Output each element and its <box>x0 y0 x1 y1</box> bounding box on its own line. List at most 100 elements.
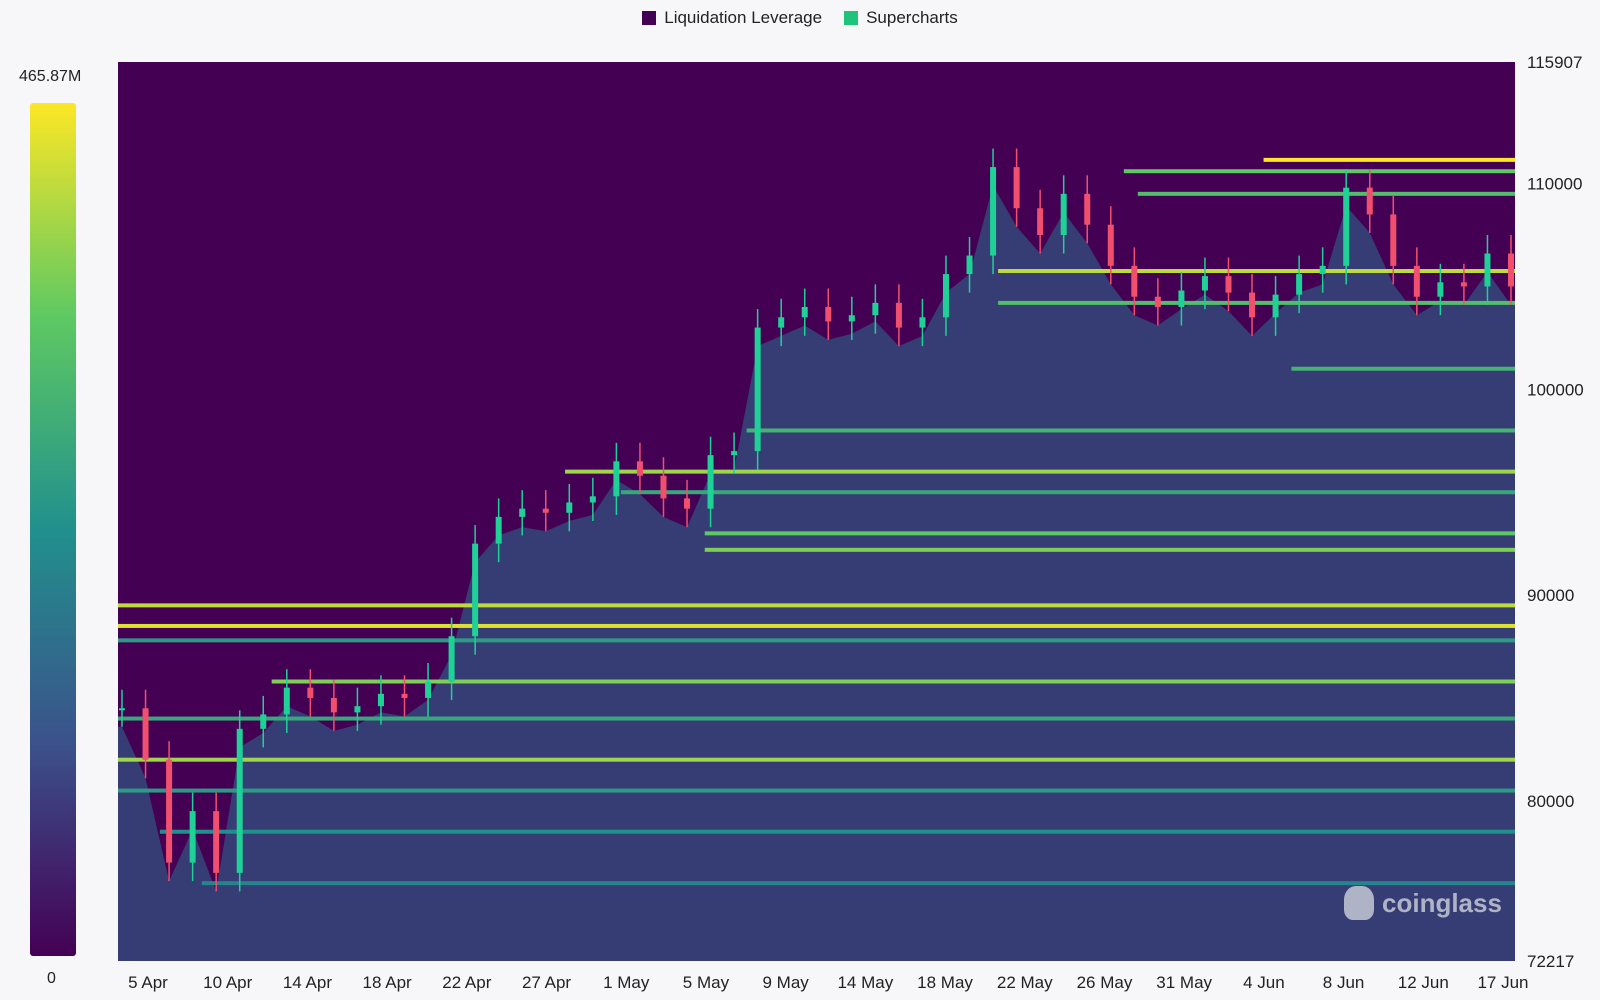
colorbar-max-label: 465.87M <box>19 68 82 85</box>
liquidation-band <box>998 268 1515 273</box>
candle-body <box>589 496 596 503</box>
candle-body <box>778 317 785 328</box>
candle-body <box>425 681 432 698</box>
candle-body <box>472 543 479 637</box>
x-tick-label: 14 May <box>837 973 893 992</box>
liquidation-band <box>201 881 1515 886</box>
liquidation-band <box>271 679 1515 684</box>
candle-body <box>354 706 361 713</box>
candle-body <box>166 759 173 863</box>
candle-body <box>801 307 808 318</box>
candle-body <box>1107 224 1114 266</box>
x-tick-label: 22 Apr <box>442 973 491 992</box>
candle-body <box>377 693 384 707</box>
liquidation-band <box>118 603 1515 608</box>
candle-body <box>283 687 290 715</box>
candle-body <box>1272 294 1279 318</box>
candle-body <box>1013 167 1020 209</box>
candle-body <box>636 461 643 476</box>
x-tick-label: 27 Apr <box>522 973 571 992</box>
candle-body <box>1249 292 1256 318</box>
legend-swatch-liquidation <box>642 11 657 25</box>
candle-body <box>1437 282 1444 297</box>
legend-item-supercharts[interactable]: Supercharts <box>844 8 958 28</box>
y-tick-label: 80000 <box>1527 792 1574 811</box>
candle-body <box>448 636 455 682</box>
liquidation-band <box>746 428 1515 433</box>
candle-body <box>1201 276 1208 291</box>
candle-body <box>1413 265 1420 297</box>
heat-base-area <box>118 185 1515 961</box>
liquidation-band <box>118 638 1515 643</box>
candle-body <box>260 714 267 729</box>
x-tick-label: 18 May <box>917 973 973 992</box>
candle-body <box>1084 193 1091 225</box>
liquidation-band <box>1263 157 1515 162</box>
candle-body <box>1390 214 1397 266</box>
colorbar-gradient <box>30 103 76 956</box>
liquidation-band <box>704 547 1515 552</box>
legend-label-supercharts: Supercharts <box>866 8 958 27</box>
candle-body <box>1154 296 1161 308</box>
candle-body <box>895 302 902 328</box>
candle-body <box>1037 208 1044 235</box>
x-tick-label: 14 Apr <box>283 973 332 992</box>
x-tick-label: 31 May <box>1156 973 1212 992</box>
legend: Liquidation Leverage Supercharts <box>0 8 1600 28</box>
liquidation-band <box>1291 366 1515 371</box>
candle-body <box>495 516 502 544</box>
candle-body <box>825 307 832 322</box>
candle-body <box>1296 274 1303 295</box>
candle-body <box>119 708 125 711</box>
candle-body <box>684 498 691 509</box>
candle-body <box>213 811 220 873</box>
watermark-text: coinglass <box>1382 887 1502 918</box>
x-tick-label: 12 Jun <box>1398 973 1449 992</box>
x-tick-label: 17 Jun <box>1477 973 1528 992</box>
liquidation-band <box>1123 169 1515 174</box>
candle-body <box>330 697 337 713</box>
candle-body <box>872 302 879 316</box>
liquidation-band <box>565 469 1515 474</box>
candle-body <box>1460 282 1467 287</box>
candle-body <box>1343 187 1350 266</box>
candle-body <box>401 693 408 698</box>
candle-body <box>1319 265 1326 275</box>
x-tick-label: 22 May <box>997 973 1053 992</box>
x-tick-label: 10 Apr <box>203 973 252 992</box>
x-tick-label: 1 May <box>603 973 650 992</box>
colorbar-min-label: 0 <box>47 970 56 987</box>
candle-body <box>566 502 573 513</box>
candle-body <box>1178 290 1185 308</box>
candle-body <box>1225 276 1232 293</box>
liquidation-band <box>1137 191 1515 196</box>
x-tick-label: 26 May <box>1077 973 1133 992</box>
candle-body <box>142 708 149 760</box>
x-tick-label: 8 Jun <box>1323 973 1365 992</box>
x-tick-label: 9 May <box>762 973 809 992</box>
candle-body <box>1131 265 1138 297</box>
legend-swatch-supercharts <box>844 11 859 25</box>
candle-body <box>660 475 667 499</box>
y-tick-label: 100000 <box>1527 380 1584 399</box>
coinglass-logo-icon <box>1344 886 1374 920</box>
candle-body <box>966 255 973 275</box>
candle-body <box>613 461 620 497</box>
x-tick-label: 4 Jun <box>1243 973 1285 992</box>
candle-body <box>919 317 926 328</box>
liquidation-band <box>620 490 1515 495</box>
candle-body <box>731 451 738 456</box>
candle-body <box>754 327 761 452</box>
liquidation-band <box>118 623 1515 628</box>
candle-body <box>848 315 855 322</box>
legend-item-liquidation-leverage[interactable]: Liquidation Leverage <box>642 8 822 28</box>
liquidation-band <box>998 300 1515 305</box>
candle-body <box>519 508 526 517</box>
candle-body <box>1060 193 1067 235</box>
x-tick-label: 5 Apr <box>128 973 168 992</box>
candle-body <box>542 508 549 513</box>
candle-body <box>942 274 949 318</box>
candle-body <box>1484 253 1491 287</box>
y-tick-label: 110000 <box>1527 175 1582 194</box>
